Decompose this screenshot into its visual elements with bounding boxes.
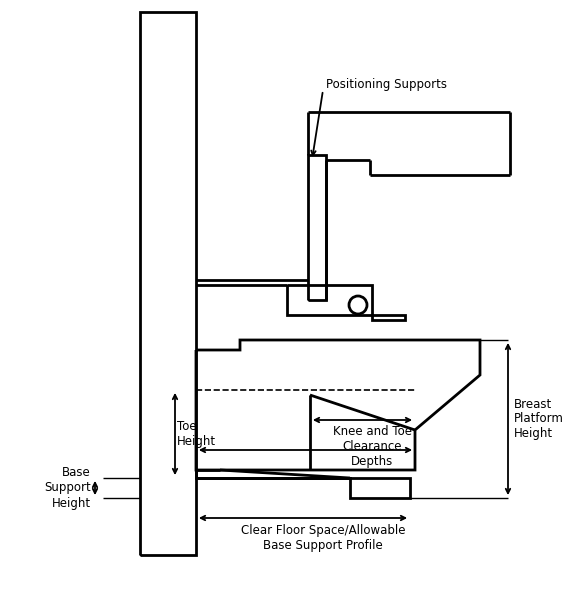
Text: Base
Support
Height: Base Support Height <box>44 467 91 509</box>
Text: Positioning Supports: Positioning Supports <box>326 78 447 91</box>
Text: Knee and Toe
Clearance
Depths: Knee and Toe Clearance Depths <box>333 425 412 468</box>
Text: Clear Floor Space/Allowable
Base Support Profile: Clear Floor Space/Allowable Base Support… <box>241 524 405 552</box>
Text: Toe
Height: Toe Height <box>177 420 216 448</box>
Text: Breast
Platform
Height: Breast Platform Height <box>514 397 564 441</box>
